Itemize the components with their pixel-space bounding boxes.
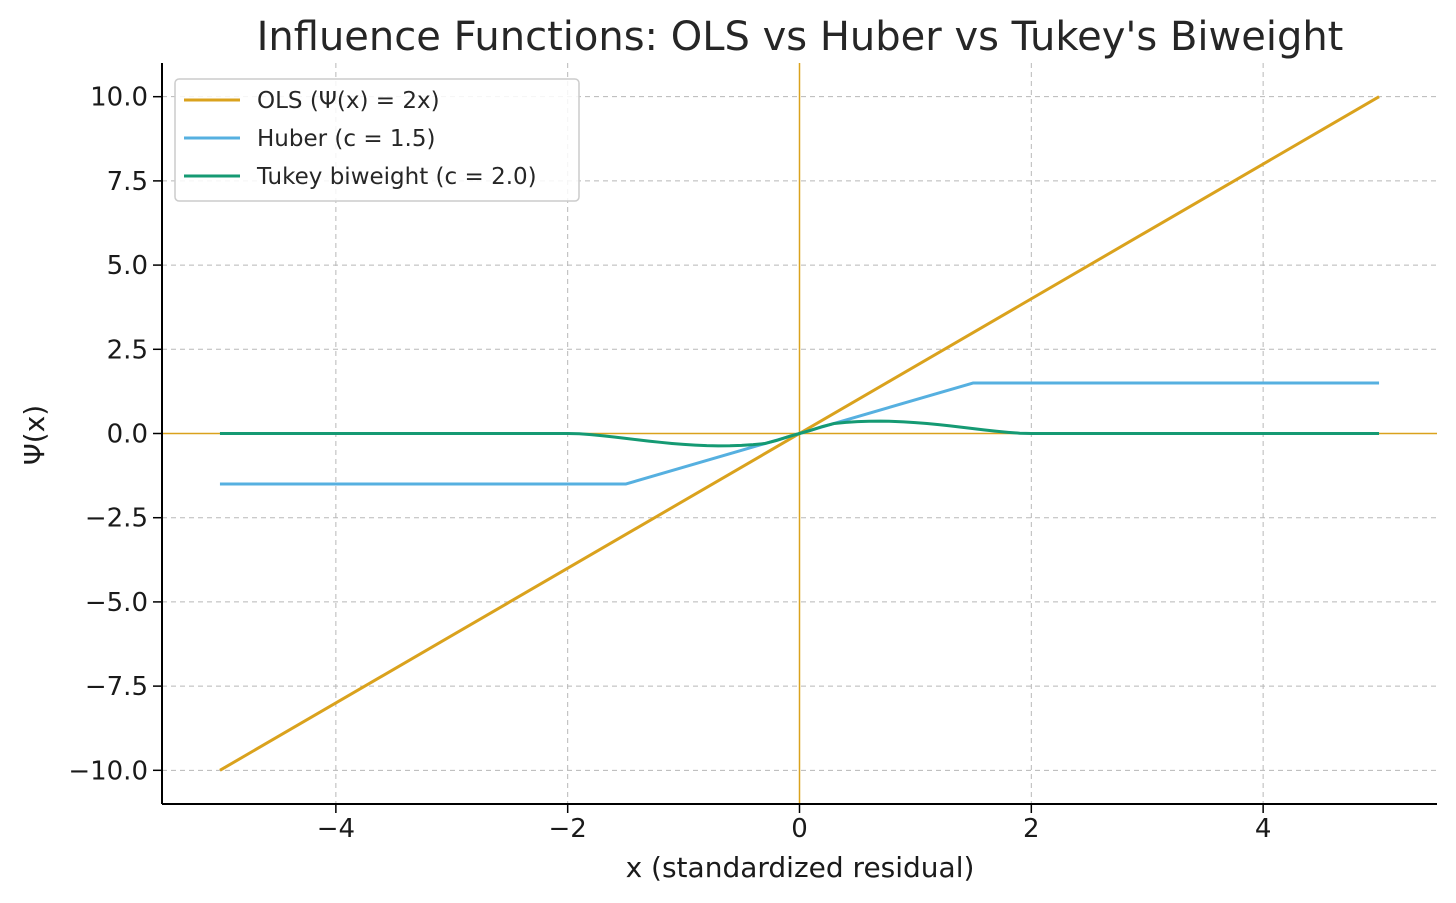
y-tick-label: −5.0 <box>85 588 148 618</box>
y-tick-label: 0.0 <box>107 420 148 450</box>
y-tick-label: 5.0 <box>107 251 148 281</box>
y-tick-label: −2.5 <box>85 504 148 534</box>
y-tick-label: 10.0 <box>90 83 148 113</box>
x-tick-label: 0 <box>791 814 808 844</box>
legend: OLS (Ψ(x) = 2x) Huber (c = 1.5) Tukey biwe… <box>174 78 580 202</box>
x-tick-label: −2 <box>549 814 587 844</box>
chart-title: Influence Functions: OLS vs Huber vs Tuk… <box>257 14 1344 60</box>
y-tick-label: −10.0 <box>68 756 148 786</box>
y-ticks: 10.0 7.5 5.0 2.5 0.0 −2.5 −5.0 −7.5 −10.0 <box>68 83 162 786</box>
legend-entry-ols-label: OLS (Ψ(x) = 2x) <box>257 88 440 114</box>
y-tick-label: 2.5 <box>107 335 148 365</box>
series-lines <box>219 95 1380 772</box>
legend-entry-huber-label: Huber (c = 1.5) <box>257 126 435 152</box>
legend-box <box>174 78 580 202</box>
legend-entry-tukey-label: Tukey biweight (c = 2.0) <box>256 164 537 190</box>
x-ticks: −4 −2 0 2 4 <box>317 804 1272 844</box>
x-tick-label: 2 <box>1023 814 1040 844</box>
y-axis-label: Ψ(x) <box>18 405 51 465</box>
x-tick-label: 4 <box>1255 814 1272 844</box>
tukey-line <box>219 419 1380 448</box>
y-tick-label: 7.5 <box>107 167 148 197</box>
y-tick-label: −7.5 <box>85 672 148 702</box>
x-axis-label: x (standardized residual) <box>626 851 975 884</box>
x-tick-label: −4 <box>317 814 355 844</box>
